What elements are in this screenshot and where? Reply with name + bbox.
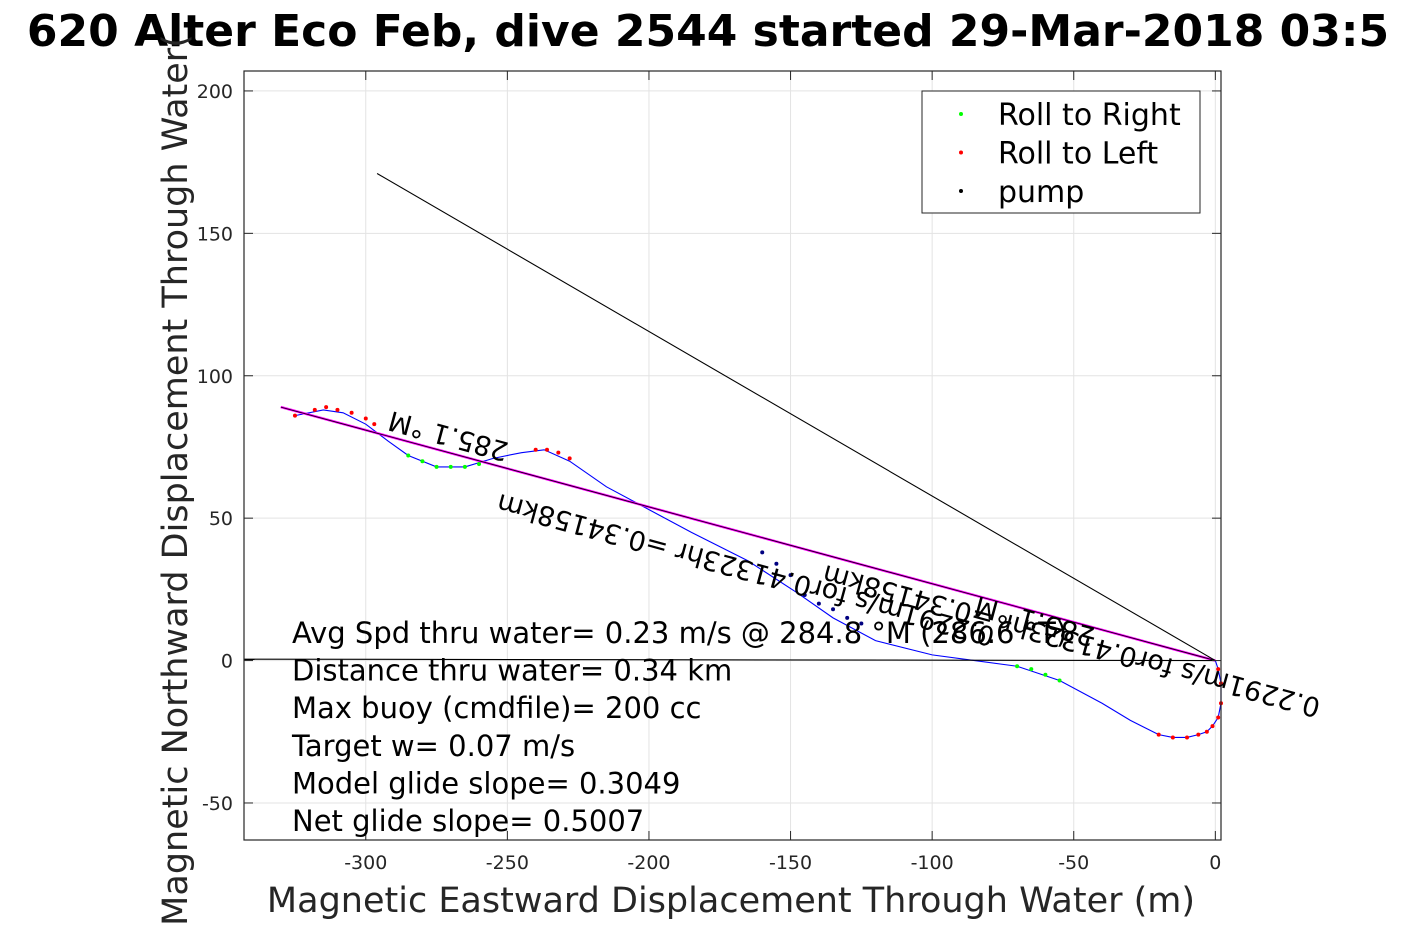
legend-box <box>921 90 1201 214</box>
pump-points-marker <box>802 593 807 598</box>
pump-points-marker <box>760 550 765 555</box>
stats-annotation: Max buoy (cmdfile)= 200 cc <box>292 691 701 725</box>
roll-to-right-points-marker <box>1029 667 1034 672</box>
roll-to-right-points-marker <box>406 453 411 458</box>
roll-to-right-points-marker <box>477 462 482 467</box>
line-series <box>376 173 1216 662</box>
roll-to-left-points-marker <box>324 405 329 410</box>
roll-to-right-points-marker <box>448 464 453 469</box>
roll-to-left-points-marker <box>545 447 550 452</box>
roll-to-left-points-marker <box>556 450 561 455</box>
roll-to-right-points-marker <box>1057 678 1062 683</box>
line-series <box>243 658 1216 662</box>
y-tick-label: 100 <box>197 366 233 388</box>
x-tick-label: -300 <box>344 852 387 874</box>
roll-to-left-points-marker <box>349 410 354 415</box>
y-axis-label: Magnetic Northward Displacement Through … <box>156 34 196 926</box>
roll-to-left-points-marker <box>1210 724 1215 729</box>
roll-to-left-points-marker <box>312 407 317 412</box>
legend-entry: Roll to Right <box>998 98 1181 133</box>
x-tick-label: 0 <box>1209 852 1221 874</box>
x-tick-label: -200 <box>627 852 670 874</box>
roll-to-left-points-marker <box>372 422 377 427</box>
glide-line-series <box>280 406 1216 661</box>
pump-points-marker <box>816 601 821 606</box>
roll-to-left-points-marker <box>567 456 572 461</box>
x-tick-label: -150 <box>769 852 812 874</box>
axes-box <box>243 70 1222 841</box>
roll-to-right-points-marker <box>420 459 425 464</box>
legend-marker <box>959 150 963 155</box>
plot-layer <box>243 173 1223 740</box>
x-tick-label: -250 <box>486 852 529 874</box>
roll-to-left-points-marker <box>1216 667 1221 672</box>
y-tick-label: 200 <box>197 81 233 103</box>
chart-title: 620 Alter Eco Feb, dive 2544 started 29-… <box>27 6 1389 57</box>
stats-annotation: Net glide slope= 0.5007 <box>292 804 644 838</box>
pump-points-marker <box>788 573 793 578</box>
roll-to-left-points-marker <box>1196 732 1201 737</box>
x-axis-label: Magnetic Eastward Displacement Through W… <box>267 881 1195 921</box>
stats-annotation: Model glide slope= 0.3049 <box>292 766 680 800</box>
roll-to-left-points-marker <box>1156 732 1161 737</box>
y-tick-label: -50 <box>202 793 233 815</box>
roll-to-right-points-marker <box>1015 664 1020 669</box>
pump-points-marker <box>774 561 779 566</box>
roll-to-left-points-marker <box>335 407 340 412</box>
x-tick-label: -50 <box>1058 852 1089 874</box>
roll-to-left-points-marker <box>1216 715 1221 720</box>
roll-to-left-points-marker <box>1170 735 1175 740</box>
legend-entry: Roll to Left <box>998 137 1158 172</box>
roll-to-left-points-marker <box>1204 729 1209 734</box>
pump-points-marker <box>859 621 864 626</box>
y-tick-label: 150 <box>197 223 233 245</box>
legend-entry: pump <box>998 175 1084 210</box>
roll-to-left-points-marker <box>533 447 538 452</box>
pump-points-marker <box>831 607 836 612</box>
y-tick-label: 50 <box>209 508 233 530</box>
y-tick-label: 0 <box>221 651 233 673</box>
roll-to-left-points-marker <box>1185 735 1190 740</box>
roll-to-right-points-marker <box>1043 672 1048 677</box>
ticks: -300 -250 -200 -150 -100 -50 0 -50 0 50 100 150 200 <box>197 71 1221 874</box>
roll-to-right-points-marker <box>462 464 467 469</box>
roll-to-left-points-marker <box>363 416 368 421</box>
pump-points-marker <box>845 615 850 620</box>
legend-marker <box>959 189 963 193</box>
roll-to-left-points-marker <box>292 413 297 418</box>
x-tick-label: -100 <box>911 852 954 874</box>
roll-to-right-points-marker <box>434 464 439 469</box>
stats-annotation: Distance thru water= 0.34 km <box>292 654 732 688</box>
stats-annotation: Target w= 0.07 m/s <box>291 729 575 763</box>
stats-annotation: Avg Spd thru water= 0.23 m/s @ 284.8 °M … <box>292 616 1067 650</box>
legend-marker <box>959 112 963 116</box>
